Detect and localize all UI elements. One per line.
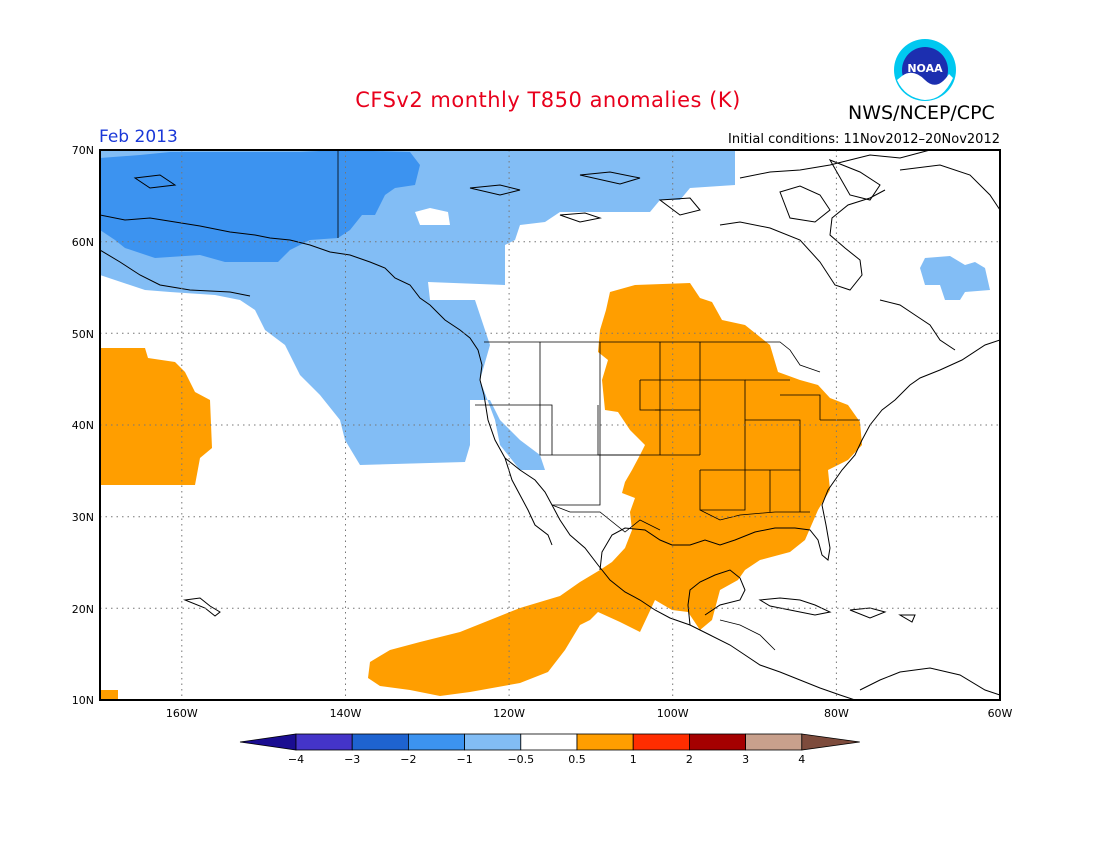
colorbar: −4 −3 −2 −1 −0.5 0.5 1 2 3 4 <box>239 733 860 766</box>
lon-label: 120W <box>493 707 525 720</box>
lon-label: 160W <box>166 707 198 720</box>
warm-anomaly-south-corner <box>100 690 118 700</box>
map-plot-area <box>100 150 1000 700</box>
latitude-labels: 70N 60N 50N 40N 30N 20N 10N <box>72 144 94 707</box>
colorbar-swatch <box>520 733 578 751</box>
colorbar-swatch <box>295 733 353 751</box>
cool-anomaly-labrador <box>920 256 990 300</box>
colorbar-label: 0.5 <box>568 753 586 766</box>
map-gridlines <box>100 150 1000 700</box>
colorbar-label: −1 <box>456 753 472 766</box>
map-frame <box>99 149 1001 701</box>
colorbar-label: −2 <box>400 753 416 766</box>
warm-anomaly-north-america <box>368 283 862 696</box>
colorbar-swatch <box>632 733 690 751</box>
warm-anomaly-pacific-west <box>100 348 212 485</box>
logo-text: NOAA <box>907 62 943 75</box>
chart-title: CFSv2 monthly T850 anomalies (K) <box>355 88 741 112</box>
lat-label: 30N <box>72 511 94 524</box>
colorbar-swatch <box>745 733 803 751</box>
colorbar-label: −3 <box>344 753 360 766</box>
lon-label: 80W <box>824 707 849 720</box>
lat-label: 10N <box>72 694 94 707</box>
longitude-labels: 160W 140W 120W 100W 80W 60W <box>166 707 1013 720</box>
colorbar-swatch <box>351 733 409 751</box>
colorbar-swatch <box>689 733 747 751</box>
initial-conditions: Initial conditions: 11Nov2012–20Nov2012 <box>728 132 1000 147</box>
colorbar-arrow-high <box>801 733 860 751</box>
colorbar-label: 1 <box>630 753 637 766</box>
colorbar-swatch <box>464 733 522 751</box>
cool-anomaly-alaska <box>100 150 420 262</box>
colorbar-label: −0.5 <box>507 753 534 766</box>
forecast-period: Feb 2013 <box>99 127 178 147</box>
lat-label: 20N <box>72 603 94 616</box>
colorbar-swatch <box>407 733 465 751</box>
lon-label: 100W <box>657 707 689 720</box>
lon-label: 140W <box>330 707 362 720</box>
lon-label: 60W <box>988 707 1013 720</box>
colorbar-label: 4 <box>798 753 805 766</box>
colorbar-label: 2 <box>686 753 693 766</box>
lat-label: 70N <box>72 144 94 157</box>
colorbar-label: −4 <box>288 753 304 766</box>
colorbar-swatch <box>576 733 634 751</box>
lat-label: 50N <box>72 328 94 341</box>
political-boundaries <box>337 150 860 651</box>
colorbar-label: 3 <box>742 753 749 766</box>
colorbar-arrow-low <box>239 733 297 751</box>
noaa-logo: NOAA <box>894 39 956 101</box>
agency-label: NWS/NCEP/CPC <box>848 102 995 124</box>
lat-label: 40N <box>72 419 94 432</box>
lat-label: 60N <box>72 236 94 249</box>
